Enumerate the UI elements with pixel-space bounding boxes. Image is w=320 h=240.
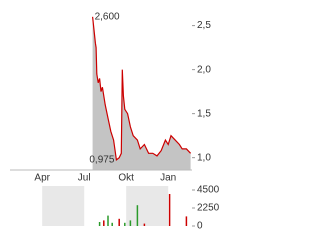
y-tick-label: 4500	[197, 185, 220, 196]
price-area	[92, 16, 191, 170]
volume-bar	[111, 222, 113, 226]
volume-bar	[98, 222, 101, 226]
shade	[42, 186, 85, 226]
volume-bar	[118, 218, 120, 226]
x-tick-label: Okt	[118, 173, 134, 184]
volume-bar	[124, 222, 126, 226]
volume-bar	[103, 220, 105, 226]
volume-bar	[136, 205, 139, 226]
chart: 1,0 1,5 2,0 2,5 Apr Jul Okt Jan 2,600 0,975 0 2250 4…	[10, 11, 220, 232]
y-tick-label: 0	[197, 221, 203, 232]
volume-bar	[107, 215, 109, 226]
volume-bar	[185, 216, 188, 226]
value-label: 2,600	[95, 11, 120, 22]
price-line	[92, 16, 192, 162]
y-tick-label: 1,0	[197, 152, 211, 163]
y-tick-label: 2250	[197, 203, 220, 214]
shade	[126, 186, 169, 226]
x-tick-label: Jan	[160, 173, 176, 184]
y-tick-label: 2,5	[197, 20, 211, 31]
x-tick-label: Jul	[78, 173, 91, 184]
volume-bar	[129, 220, 132, 226]
x-tick-label: Apr	[34, 173, 50, 184]
value-label: 0,975	[89, 155, 114, 166]
volume-bar	[168, 194, 171, 226]
y-tick-label: 2,0	[197, 64, 211, 75]
y-tick-label: 1,5	[197, 108, 211, 119]
volume-bar	[143, 223, 146, 226]
